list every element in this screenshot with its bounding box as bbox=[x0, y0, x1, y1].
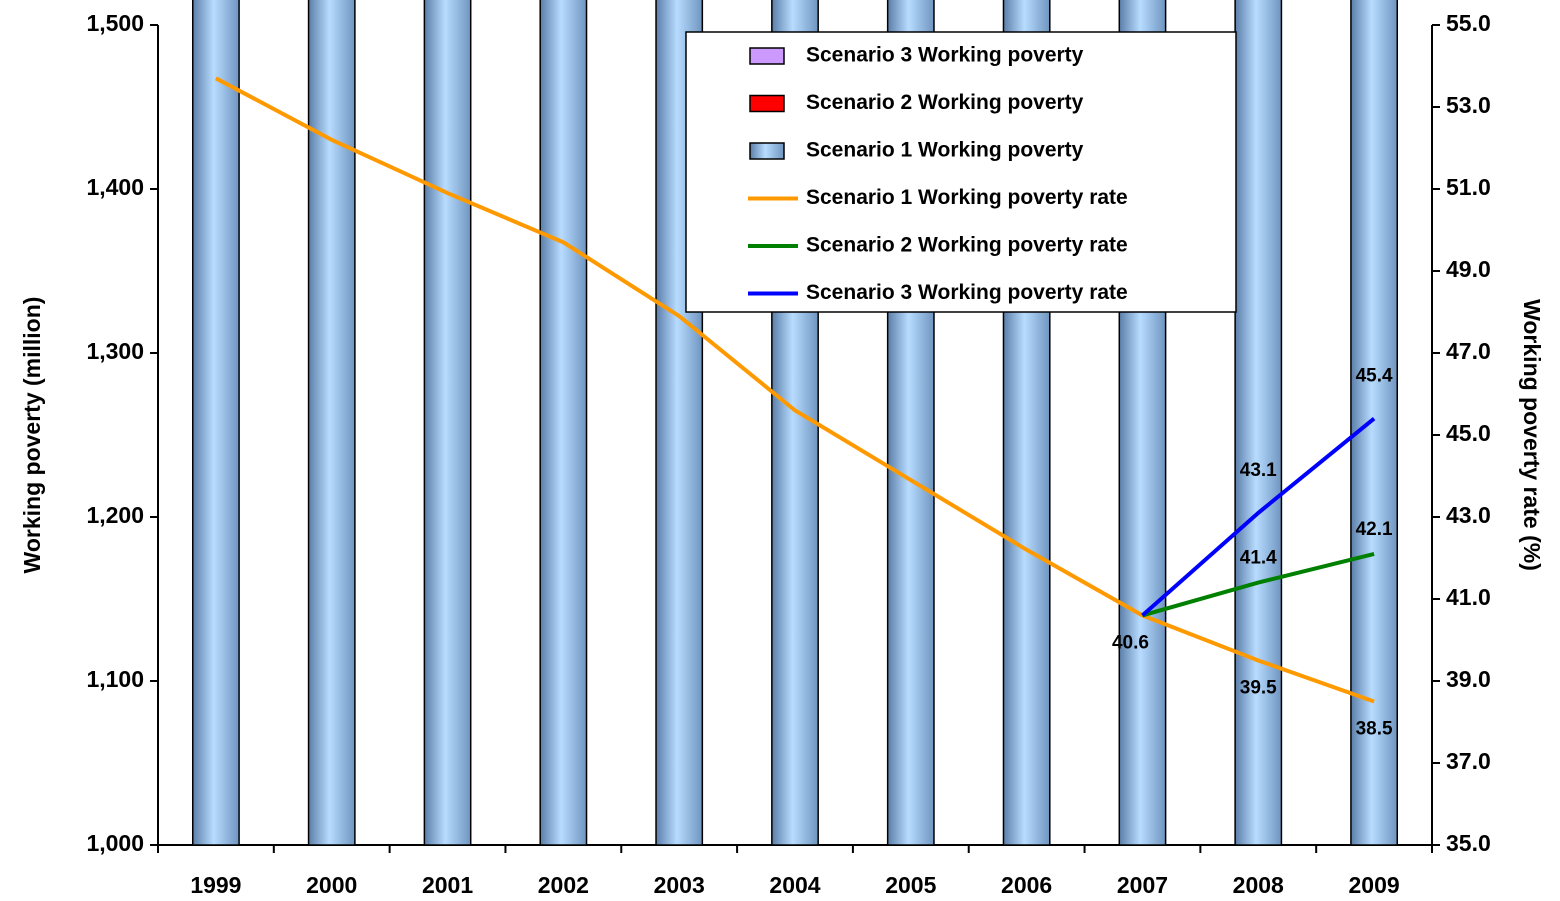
y2-axis-label: Working poverty rate (%) bbox=[1519, 299, 1545, 571]
y2-tick-label: 41.0 bbox=[1446, 584, 1491, 610]
legend-label: Scenario 3 Working poverty bbox=[806, 44, 1084, 67]
legend-label: Scenario 1 Working poverty rate bbox=[806, 186, 1128, 209]
bar-segment bbox=[423, 0, 472, 846]
y2-tick-label: 43.0 bbox=[1446, 502, 1491, 528]
rate-line bbox=[214, 76, 1375, 704]
x-tick-label: 2003 bbox=[654, 872, 705, 898]
x-tick-label: 2005 bbox=[885, 872, 936, 898]
data-label: 42.1 bbox=[1356, 519, 1393, 540]
x-tick-label: 1999 bbox=[190, 872, 241, 898]
y-tick-label: 1,200 bbox=[86, 502, 144, 528]
x-tick-label: 2000 bbox=[306, 872, 357, 898]
y-tick-label: 1,100 bbox=[86, 666, 144, 692]
x-tick-label: 2009 bbox=[1349, 872, 1400, 898]
legend-swatch bbox=[749, 47, 785, 65]
rate-line bbox=[1141, 417, 1376, 617]
data-label: 45.4 bbox=[1356, 366, 1393, 387]
y2-tick-label: 51.0 bbox=[1446, 174, 1491, 200]
x-tick-label: 2004 bbox=[769, 872, 820, 898]
y2-tick-label: 39.0 bbox=[1446, 666, 1491, 692]
y2-tick-label: 53.0 bbox=[1446, 92, 1491, 118]
rate-line bbox=[1141, 551, 1375, 618]
legend-box bbox=[685, 31, 1237, 313]
y2-tick-label: 45.0 bbox=[1446, 420, 1491, 446]
y2-tick-label: 35.0 bbox=[1446, 830, 1491, 856]
data-label: 38.5 bbox=[1356, 719, 1393, 740]
bar-segment bbox=[539, 0, 588, 846]
bar-segment bbox=[191, 0, 240, 846]
y-tick-label: 1,000 bbox=[86, 830, 144, 856]
x-tick-label: 2002 bbox=[538, 872, 589, 898]
legend-label: Scenario 2 Working poverty bbox=[806, 91, 1084, 114]
bar-segment bbox=[1234, 0, 1283, 846]
y-axis-label: Working poverty (million) bbox=[19, 297, 45, 574]
y2-tick-label: 49.0 bbox=[1446, 256, 1491, 282]
x-tick-label: 2001 bbox=[422, 872, 473, 898]
bar-segment bbox=[1350, 0, 1399, 846]
legend-swatch bbox=[749, 142, 785, 160]
data-label: 41.4 bbox=[1240, 548, 1277, 569]
legend-label: Scenario 1 Working poverty bbox=[806, 139, 1084, 162]
y-tick-label: 1,400 bbox=[86, 174, 144, 200]
y2-tick-label: 55.0 bbox=[1446, 10, 1491, 36]
legend-label: Scenario 3 Working poverty rate bbox=[806, 281, 1128, 304]
y-tick-label: 1,500 bbox=[86, 10, 144, 36]
x-tick-label: 2007 bbox=[1117, 872, 1168, 898]
legend-swatch bbox=[749, 94, 785, 113]
x-tick-label: 2008 bbox=[1233, 872, 1284, 898]
data-label: 40.6 bbox=[1112, 632, 1149, 653]
x-tick-label: 2006 bbox=[1001, 872, 1052, 898]
y2-tick-label: 37.0 bbox=[1446, 748, 1491, 774]
legend-label: Scenario 2 Working poverty rate bbox=[806, 234, 1128, 257]
data-label: 43.1 bbox=[1240, 460, 1277, 481]
y2-tick-label: 47.0 bbox=[1446, 338, 1491, 364]
data-label: 39.5 bbox=[1240, 678, 1277, 699]
bar-segment bbox=[307, 0, 356, 846]
y-tick-label: 1,300 bbox=[86, 338, 144, 364]
